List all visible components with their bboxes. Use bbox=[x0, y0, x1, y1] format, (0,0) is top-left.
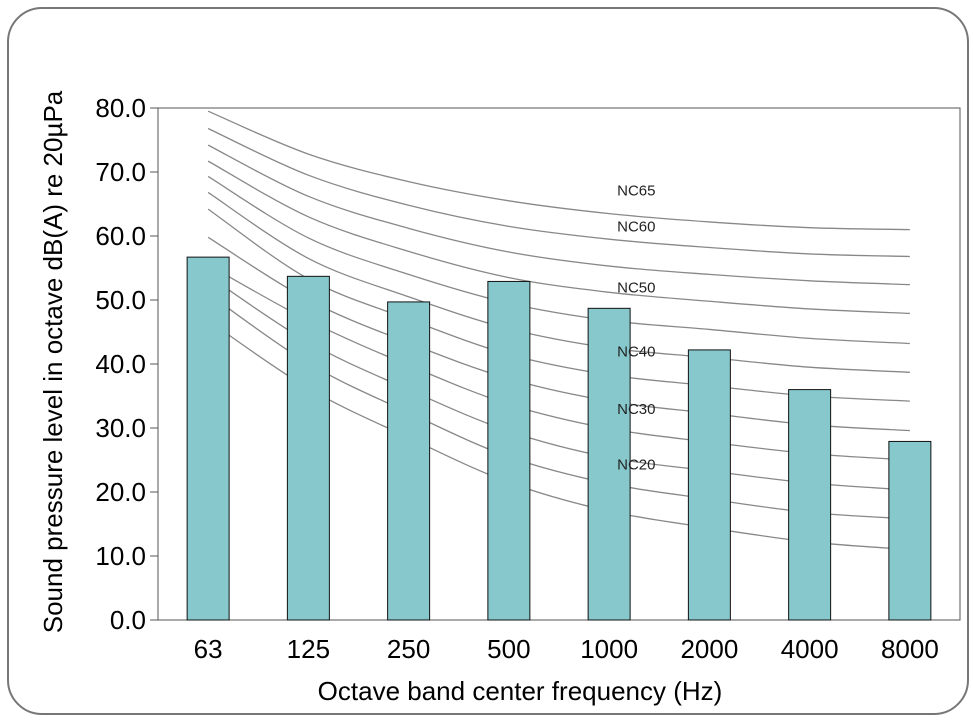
nc-curve-1 bbox=[207, 110, 910, 231]
x-axis-ticks: 63 125 250 500 1000 2000 4000 8000 bbox=[194, 634, 939, 664]
nc-label-nc50: NC50 bbox=[617, 279, 655, 296]
x-tick-label: 63 bbox=[194, 634, 223, 664]
bar-1000 bbox=[587, 307, 631, 621]
x-tick-label: 250 bbox=[387, 634, 430, 664]
y-tick-label: 30.0 bbox=[95, 413, 146, 443]
bar-125 bbox=[286, 275, 330, 621]
y-tick-label: 60.0 bbox=[95, 221, 146, 251]
x-tick-label: 500 bbox=[487, 634, 530, 664]
y-tick-label: 80.0 bbox=[95, 93, 146, 123]
nc-curve-3 bbox=[207, 144, 910, 286]
y-axis-label: Sound pressure level in octave dB(A) re … bbox=[38, 90, 68, 633]
bar-8000 bbox=[888, 440, 932, 621]
nc-curve-6 bbox=[207, 191, 910, 373]
bars bbox=[186, 256, 932, 621]
bar-500 bbox=[487, 280, 531, 621]
nc-curve-5 bbox=[207, 175, 910, 345]
nc-label-nc30: NC30 bbox=[617, 401, 655, 418]
y-tick-label: 50.0 bbox=[95, 285, 146, 315]
x-axis-label: Octave band center frequency (Hz) bbox=[318, 676, 723, 706]
x-tick-label: 1000 bbox=[580, 634, 638, 664]
y-tick-label: 40.0 bbox=[95, 349, 146, 379]
y-tick-label: 0.0 bbox=[110, 605, 146, 635]
nc-curve-2 bbox=[207, 127, 910, 258]
nc-label-nc65: NC65 bbox=[617, 183, 655, 200]
x-tick-label: 125 bbox=[287, 634, 330, 664]
nc-label-nc40: NC40 bbox=[617, 343, 655, 360]
y-tick-label: 20.0 bbox=[95, 477, 146, 507]
bar-4000 bbox=[788, 389, 832, 621]
nc-curve-4 bbox=[207, 160, 910, 315]
x-tick-label: 8000 bbox=[881, 634, 939, 664]
nc-label-nc20: NC20 bbox=[617, 457, 655, 474]
y-axis-ticks: 0.0 10.0 20.0 30.0 40.0 50.0 60.0 70.0 80.0 bbox=[95, 93, 158, 635]
bar-63 bbox=[186, 256, 230, 621]
nc-label-nc60: NC60 bbox=[617, 219, 655, 236]
x-tick-label: 2000 bbox=[680, 634, 738, 664]
plot-area bbox=[157, 107, 961, 621]
y-tick-label: 10.0 bbox=[95, 541, 146, 571]
y-tick-label: 70.0 bbox=[95, 157, 146, 187]
x-tick-label: 4000 bbox=[781, 634, 839, 664]
bar-250 bbox=[387, 301, 431, 621]
nc-labels: NC65 NC60 NC50 NC40 NC30 NC20 bbox=[617, 183, 655, 474]
bar-2000 bbox=[687, 349, 731, 621]
